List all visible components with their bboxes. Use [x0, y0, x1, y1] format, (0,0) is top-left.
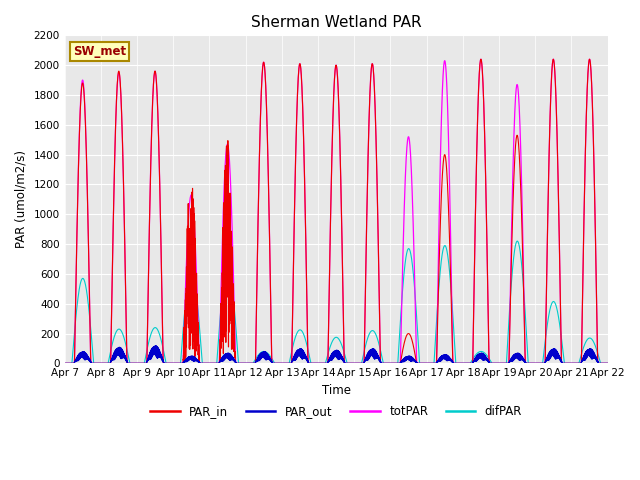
Title: Sherman Wetland PAR: Sherman Wetland PAR: [251, 15, 422, 30]
X-axis label: Time: Time: [322, 384, 351, 397]
Legend: PAR_in, PAR_out, totPAR, difPAR: PAR_in, PAR_out, totPAR, difPAR: [145, 401, 527, 423]
Text: SW_met: SW_met: [73, 45, 126, 58]
Y-axis label: PAR (umol/m2/s): PAR (umol/m2/s): [15, 150, 28, 248]
